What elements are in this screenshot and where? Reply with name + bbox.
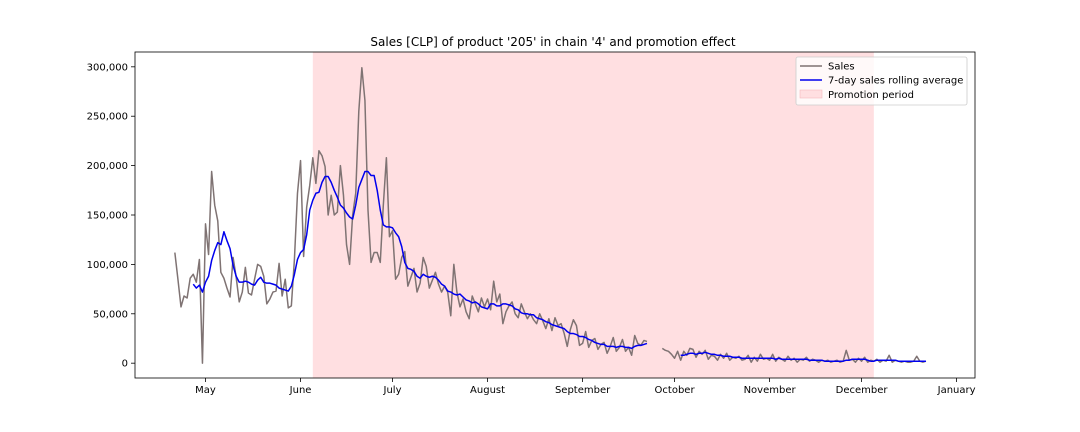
x-tick-label-december: December bbox=[836, 385, 889, 396]
legend: Sales 7-day sales rolling average Promot… bbox=[795, 56, 968, 106]
x-tick-label-november: November bbox=[744, 385, 797, 396]
legend-promo-label: Promotion period bbox=[828, 90, 914, 101]
x-tick-label-may: May bbox=[195, 385, 216, 396]
legend-box bbox=[795, 56, 968, 106]
y-tick-label-150000: 150,000 bbox=[87, 211, 128, 222]
x-tick-label-july: July bbox=[383, 385, 402, 396]
legend-sales-label: Sales bbox=[828, 62, 855, 73]
chart-title: Sales [CLP] of product '205' in chain '4… bbox=[370, 35, 735, 49]
y-tick-label-250000: 250,000 bbox=[87, 112, 128, 123]
x-tick-label-september: September bbox=[555, 385, 611, 396]
x-tick-label-january: January bbox=[937, 385, 976, 396]
legend-rolling-label: 7-day sales rolling average bbox=[828, 76, 963, 87]
rolling-average-line-segment-2 bbox=[680, 351, 926, 362]
y-tick-label-50000: 50,000 bbox=[93, 309, 128, 320]
x-tick-label-october: October bbox=[655, 385, 696, 396]
y-tick-label-0: 0 bbox=[122, 359, 128, 370]
x-axis: May June July August September October Novembe… bbox=[195, 378, 976, 396]
promotion-period-band bbox=[312, 52, 874, 378]
y-tick-label-200000: 200,000 bbox=[87, 161, 128, 172]
y-tick-label-100000: 100,000 bbox=[87, 260, 128, 271]
legend-promo-swatch bbox=[799, 89, 823, 99]
plot-area bbox=[174, 52, 927, 378]
x-tick-label-june: June bbox=[289, 385, 312, 396]
x-tick-label-august: August bbox=[470, 385, 505, 396]
y-axis: 0 50,000 100,000 150,000 200,000 250,000 300,0… bbox=[87, 62, 135, 370]
y-tick-label-300000: 300,000 bbox=[87, 62, 128, 73]
rolling-average-line-segment-1 bbox=[192, 170, 648, 350]
